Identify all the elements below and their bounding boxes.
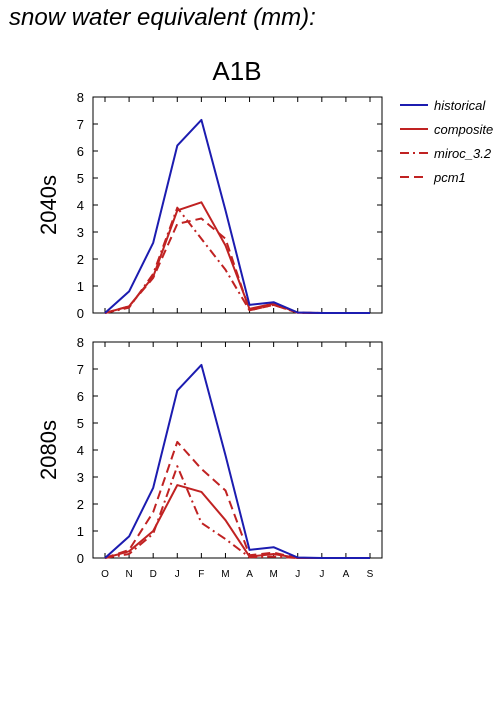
- x-tick-label: A: [343, 569, 350, 580]
- series-line-miroc-3-2: [104, 206, 370, 314]
- x-tick-label: F: [198, 569, 204, 580]
- x-tick-label: A: [246, 569, 253, 580]
- x-tick-label: O: [101, 569, 109, 580]
- y-tick-label: 7: [77, 362, 84, 377]
- y-tick-label: 4: [77, 198, 84, 213]
- x-tick-label: D: [150, 569, 157, 580]
- chart-panel-2080s: 0 1 2 3 4 5 6 7 8 O N D J F M A M J J A S 2080s: [36, 335, 383, 580]
- y-tick-label: 0: [77, 306, 84, 321]
- y-tick-label: 0: [77, 551, 84, 566]
- y-tick-label: 3: [77, 225, 84, 240]
- series-line-miroc-3-2: [104, 465, 370, 559]
- x-tick-label: N: [125, 569, 132, 580]
- y-tick-label: 2: [77, 252, 84, 267]
- page-heading: snow water equivalent (mm):: [9, 4, 316, 31]
- legend-label: miroc_3.2: [434, 146, 492, 161]
- x-tick-label: J: [319, 569, 324, 580]
- x-tick-label: J: [295, 569, 300, 580]
- y-tick-label: 1: [77, 279, 84, 294]
- legend-label: composite: [434, 122, 493, 137]
- x-tick-label: M: [269, 569, 277, 580]
- y-tick-label: 5: [77, 171, 84, 186]
- y-tick-label: 6: [77, 144, 84, 159]
- y-axis-label: 2080s: [36, 420, 61, 480]
- series-line-pcm1: [104, 440, 370, 559]
- y-tick-label: 8: [77, 335, 84, 350]
- y-tick-label: 3: [77, 470, 84, 485]
- y-tick-label: 2: [77, 497, 84, 512]
- series-line-pcm1: [104, 217, 370, 314]
- y-tick-label: 7: [77, 117, 84, 132]
- chart-panel-2040s: 0 1 2 3 4 5 6 7 8 2040s: [36, 90, 383, 321]
- x-tick-label: M: [221, 569, 229, 580]
- y-tick-label: 4: [77, 443, 84, 458]
- x-tick-label: S: [367, 569, 374, 580]
- y-tick-label: 1: [77, 524, 84, 539]
- y-tick-label: 6: [77, 389, 84, 404]
- chart-title: A1B: [212, 56, 261, 86]
- legend-label: pcm1: [433, 170, 466, 185]
- y-tick-label: 5: [77, 416, 84, 431]
- y-axis-label: 2040s: [36, 175, 61, 235]
- chart-legend: historical composite miroc_3.2 pcm1: [400, 98, 493, 185]
- plot-frame: [92, 96, 383, 314]
- legend-label: historical: [434, 98, 486, 113]
- y-tick-label: 8: [77, 90, 84, 105]
- x-tick-label: J: [175, 569, 180, 580]
- plot-frame: [92, 341, 383, 559]
- series-line-historical: [104, 118, 370, 314]
- series-line-historical: [104, 363, 370, 559]
